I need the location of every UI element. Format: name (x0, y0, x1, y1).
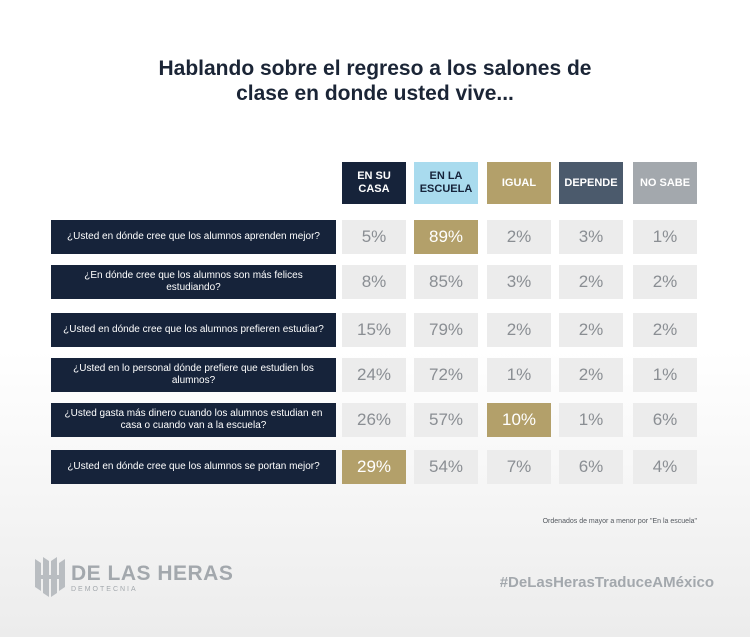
column-header: EN SU CASA (342, 162, 406, 204)
value-cell: 8% (342, 265, 406, 299)
column-header: NO SABE (633, 162, 697, 204)
value-cell: 3% (559, 220, 623, 254)
brand-name: DE LAS HERAS (71, 562, 234, 585)
value-cell: 72% (414, 358, 478, 392)
value-cell: 79% (414, 313, 478, 347)
brand-subtitle: DEMOTECNIA (71, 586, 138, 593)
question-label: ¿Usted en dónde cree que los alumnos se … (51, 450, 336, 484)
question-label: ¿Usted en lo personal dónde prefiere que… (51, 358, 336, 392)
brand-logo: DE LAS HERAS DEMOTECNIA (33, 553, 233, 603)
value-cell: 4% (633, 450, 697, 484)
title-line-1: Hablando sobre el regreso a los salones … (158, 57, 592, 80)
value-cell: 85% (414, 265, 478, 299)
value-cell: 54% (414, 450, 478, 484)
value-cell: 57% (414, 403, 478, 437)
value-cell: 2% (487, 313, 551, 347)
value-cell: 2% (559, 358, 623, 392)
value-cell: 6% (559, 450, 623, 484)
value-cell: 2% (559, 265, 623, 299)
de-las-heras-logo-icon (35, 557, 65, 597)
page-title: Hablando sobre el regreso a los salones … (0, 56, 750, 106)
value-cell: 2% (487, 220, 551, 254)
value-cell: 15% (342, 313, 406, 347)
value-cell: 5% (342, 220, 406, 254)
value-cell: 1% (487, 358, 551, 392)
value-cell: 7% (487, 450, 551, 484)
value-cell: 1% (633, 358, 697, 392)
value-cell: 24% (342, 358, 406, 392)
column-header: DEPENDE (559, 162, 623, 204)
value-cell: 26% (342, 403, 406, 437)
question-label: ¿Usted en dónde cree que los alumnos pre… (51, 313, 336, 347)
question-label: ¿Usted en dónde cree que los alumnos apr… (51, 220, 336, 254)
question-label: ¿En dónde cree que los alumnos son más f… (51, 265, 336, 299)
value-cell: 1% (559, 403, 623, 437)
value-cell: 1% (633, 220, 697, 254)
hashtag: #DeLasHerasTraduceAMéxico (499, 574, 714, 591)
value-cell: 2% (633, 265, 697, 299)
column-header: EN LA ESCUELA (414, 162, 478, 204)
value-cell: 2% (559, 313, 623, 347)
value-cell: 2% (633, 313, 697, 347)
column-header: IGUAL (487, 162, 551, 204)
value-cell: 89% (414, 220, 478, 254)
value-cell: 29% (342, 450, 406, 484)
value-cell: 6% (633, 403, 697, 437)
question-label: ¿Usted gasta más dinero cuando los alumn… (51, 403, 336, 437)
title-line-2: clase en donde usted vive... (236, 82, 514, 105)
sort-note: Ordenados de mayor a menor por "En la es… (542, 518, 697, 525)
value-cell: 3% (487, 265, 551, 299)
value-cell: 10% (487, 403, 551, 437)
